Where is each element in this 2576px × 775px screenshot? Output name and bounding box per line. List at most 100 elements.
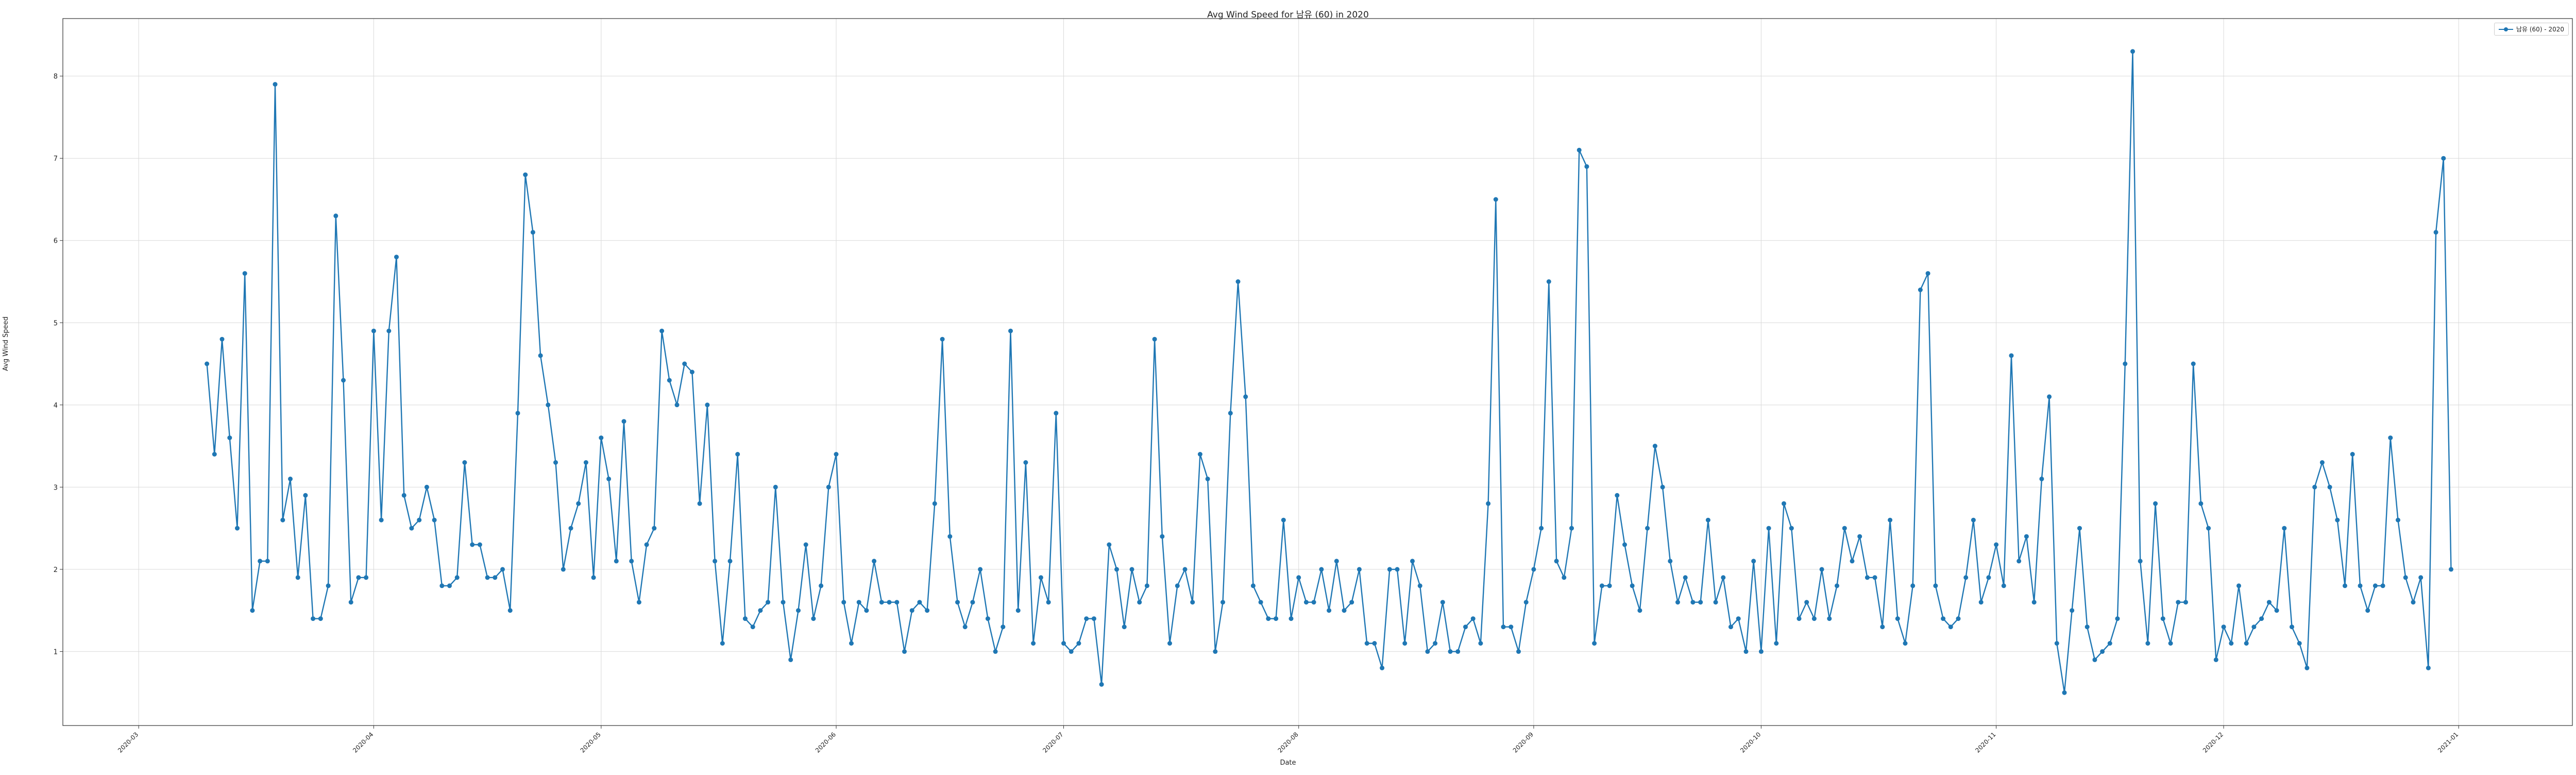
data-point [2221,625,2226,630]
data-point [1160,534,1165,539]
data-point [2047,394,2052,399]
data-point [621,419,626,424]
data-point [1774,641,1779,646]
data-point [1410,559,1415,564]
data-point [1963,575,1969,580]
data-point [978,567,983,572]
data-point [1956,616,1961,621]
data-point [1031,641,1036,646]
data-point [614,559,619,564]
data-point [1789,526,1794,531]
data-point [2372,583,2378,588]
legend: 남유 (60) - 2020 [2494,23,2569,36]
data-point [788,657,793,662]
data-point [1478,641,1483,646]
data-point [1114,567,1119,572]
data-point [1925,271,1930,276]
data-point [1668,559,1673,564]
data-point [1705,517,1710,523]
data-point [947,534,953,539]
data-point [493,575,498,580]
data-point [2350,452,2355,457]
data-point [333,213,338,218]
data-point [1592,641,1597,646]
data-point [2259,616,2264,621]
data-point [1622,542,1627,547]
data-point [1470,616,1476,621]
y-tick-label: 3 [54,484,58,492]
data-point [1395,567,1400,572]
data-point [629,559,634,564]
data-point [1122,625,1127,630]
data-point [1493,197,1498,202]
data-point [1455,649,1461,654]
data-point [1084,616,1089,621]
data-point [636,600,641,605]
data-point [2092,657,2097,662]
data-point [1197,452,1202,457]
data-point [265,559,270,564]
data-point [1690,600,1696,605]
data-point [250,608,255,613]
data-point [258,559,263,564]
data-point [1440,600,1445,605]
data-point [1061,641,1066,646]
data-point [409,526,414,531]
data-point [2039,476,2044,481]
data-point [1099,682,1104,687]
data-point [1994,542,1999,547]
data-point [1850,559,1855,564]
y-tick-label: 2 [54,566,58,574]
data-point [386,328,392,333]
data-point [2290,625,2294,630]
data-point [1289,616,1294,621]
data-point [227,435,232,441]
data-point [1001,625,1006,630]
data-point [1857,534,1862,539]
x-tick-label: 2020-03 [116,731,140,754]
data-point [439,583,445,588]
data-point [697,501,702,506]
data-point [750,625,755,630]
data-point [1523,600,1529,605]
data-point [766,600,771,605]
data-point [1076,641,1081,646]
data-point [295,575,300,580]
data-point [1380,665,1385,670]
data-point [1509,625,1514,630]
data-point [1895,616,1900,621]
data-point [341,378,346,383]
data-point [1797,616,1802,621]
data-point [454,575,460,580]
x-tick-label: 2020-10 [1739,731,1762,754]
data-point [720,641,725,646]
data-point [917,600,922,605]
data-point [2168,641,2173,646]
data-point [1865,575,1870,580]
data-point [1819,567,1824,572]
data-point [485,575,490,580]
data-point [2198,501,2204,506]
data-point [318,616,323,621]
y-tick-label: 8 [54,73,58,81]
data-point [1364,641,1369,646]
x-tick-label: 2020-06 [814,731,837,754]
data-point [2130,49,2135,54]
data-point [1046,600,1051,605]
data-point [205,361,210,366]
data-point [606,476,612,481]
data-point [1144,583,1149,588]
data-point [2107,641,2112,646]
data-point [781,600,786,605]
data-point [1205,476,1210,481]
data-point [2327,484,2332,490]
data-point [993,649,998,654]
data-point [796,608,801,613]
data-point [273,82,278,87]
data-point [1531,567,1536,572]
data-point [1758,649,1764,654]
data-point [1182,567,1188,572]
x-axis-label: Date [1280,759,1296,767]
x-tick-label: 2020-04 [351,731,375,754]
